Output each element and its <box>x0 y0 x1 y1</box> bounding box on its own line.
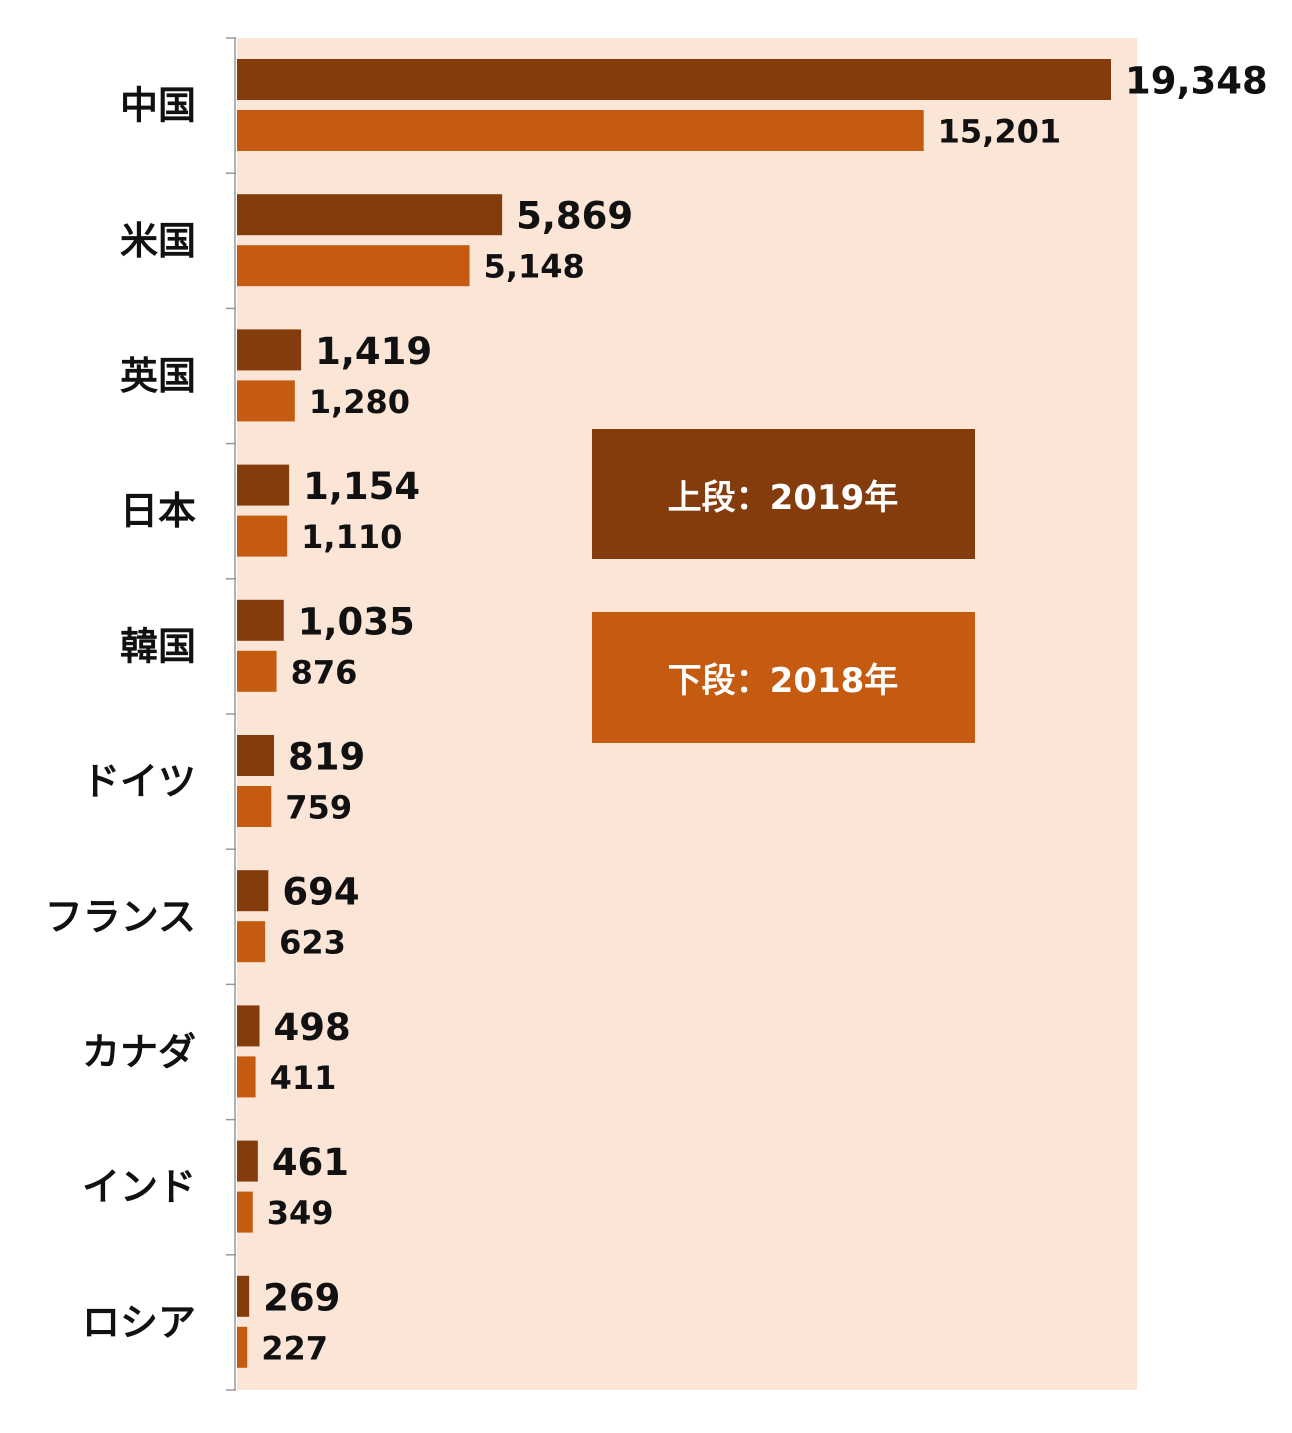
legend-box-2019 <box>592 429 975 559</box>
data-label-2019: 819 <box>288 736 365 779</box>
data-label-2019: 498 <box>273 1006 350 1049</box>
data-label-2018: 876 <box>291 653 358 691</box>
bar-2018 <box>237 380 295 422</box>
data-label-2018: 349 <box>267 1194 334 1232</box>
legend-text-2019: 上段：2019年 <box>668 478 899 518</box>
bar-2019 <box>237 599 284 641</box>
data-label-2019: 461 <box>272 1141 349 1184</box>
bar-2018 <box>237 245 470 287</box>
bar-2018 <box>237 786 272 827</box>
data-label-2018: 227 <box>261 1329 328 1367</box>
data-label-2019: 694 <box>282 871 359 914</box>
bar-2019 <box>237 1275 250 1317</box>
data-label-2018: 5,148 <box>484 248 585 286</box>
bar-2019 <box>237 464 290 506</box>
bar-2019 <box>237 1140 258 1182</box>
data-label-2019: 1,035 <box>298 600 415 643</box>
data-label-2019: 5,869 <box>516 195 633 238</box>
bars-group <box>237 59 1111 1368</box>
category-label: フランス <box>45 895 196 939</box>
bar-2019 <box>237 329 302 371</box>
legend: 上段：2019年 下段：2018年 <box>592 429 975 743</box>
bar-2019 <box>237 870 269 912</box>
data-label-2018: 623 <box>279 924 346 962</box>
data-label-2018: 759 <box>285 789 352 827</box>
data-label-2019: 19,348 <box>1125 60 1268 103</box>
legend-text-2018: 下段：2018年 <box>668 661 899 701</box>
data-label-2019: 1,154 <box>303 465 420 508</box>
data-label-2019: 269 <box>263 1276 340 1319</box>
bar-2019 <box>237 59 1111 100</box>
data-label-2019: 1,419 <box>315 330 432 373</box>
category-axis <box>226 37 236 1391</box>
category-label: 英国 <box>120 354 196 398</box>
bar-2018 <box>237 1056 256 1098</box>
bar-2019 <box>237 735 274 776</box>
data-label-2018: 15,201 <box>938 113 1061 151</box>
category-label: ドイツ <box>82 760 196 804</box>
legend-box-2018 <box>592 612 975 743</box>
data-label-2018: 1,280 <box>309 383 410 421</box>
category-label: 中国 <box>120 84 196 128</box>
bar-2018 <box>237 921 266 963</box>
data-label-2018: 411 <box>270 1059 337 1097</box>
category-labels: 中国 19,348 15,201 米国 5,869 5,148 英国 1,419 1,280 日本… <box>45 60 1268 1368</box>
category-label: カナダ <box>82 1030 196 1074</box>
bar-2018 <box>237 1191 253 1233</box>
bar-2018 <box>237 1326 248 1368</box>
category-label: 韓国 <box>120 624 196 668</box>
bar-2018 <box>237 110 924 151</box>
bar-2018 <box>237 515 288 557</box>
category-label: 米国 <box>120 219 196 263</box>
category-label: インド <box>82 1165 196 1209</box>
category-label: 日本 <box>120 489 196 533</box>
data-label-2018: 1,110 <box>301 518 402 556</box>
category-label: ロシア <box>82 1300 196 1344</box>
bar-2019 <box>237 1005 260 1047</box>
bar-2019 <box>237 194 503 236</box>
bar-2018 <box>237 650 277 692</box>
